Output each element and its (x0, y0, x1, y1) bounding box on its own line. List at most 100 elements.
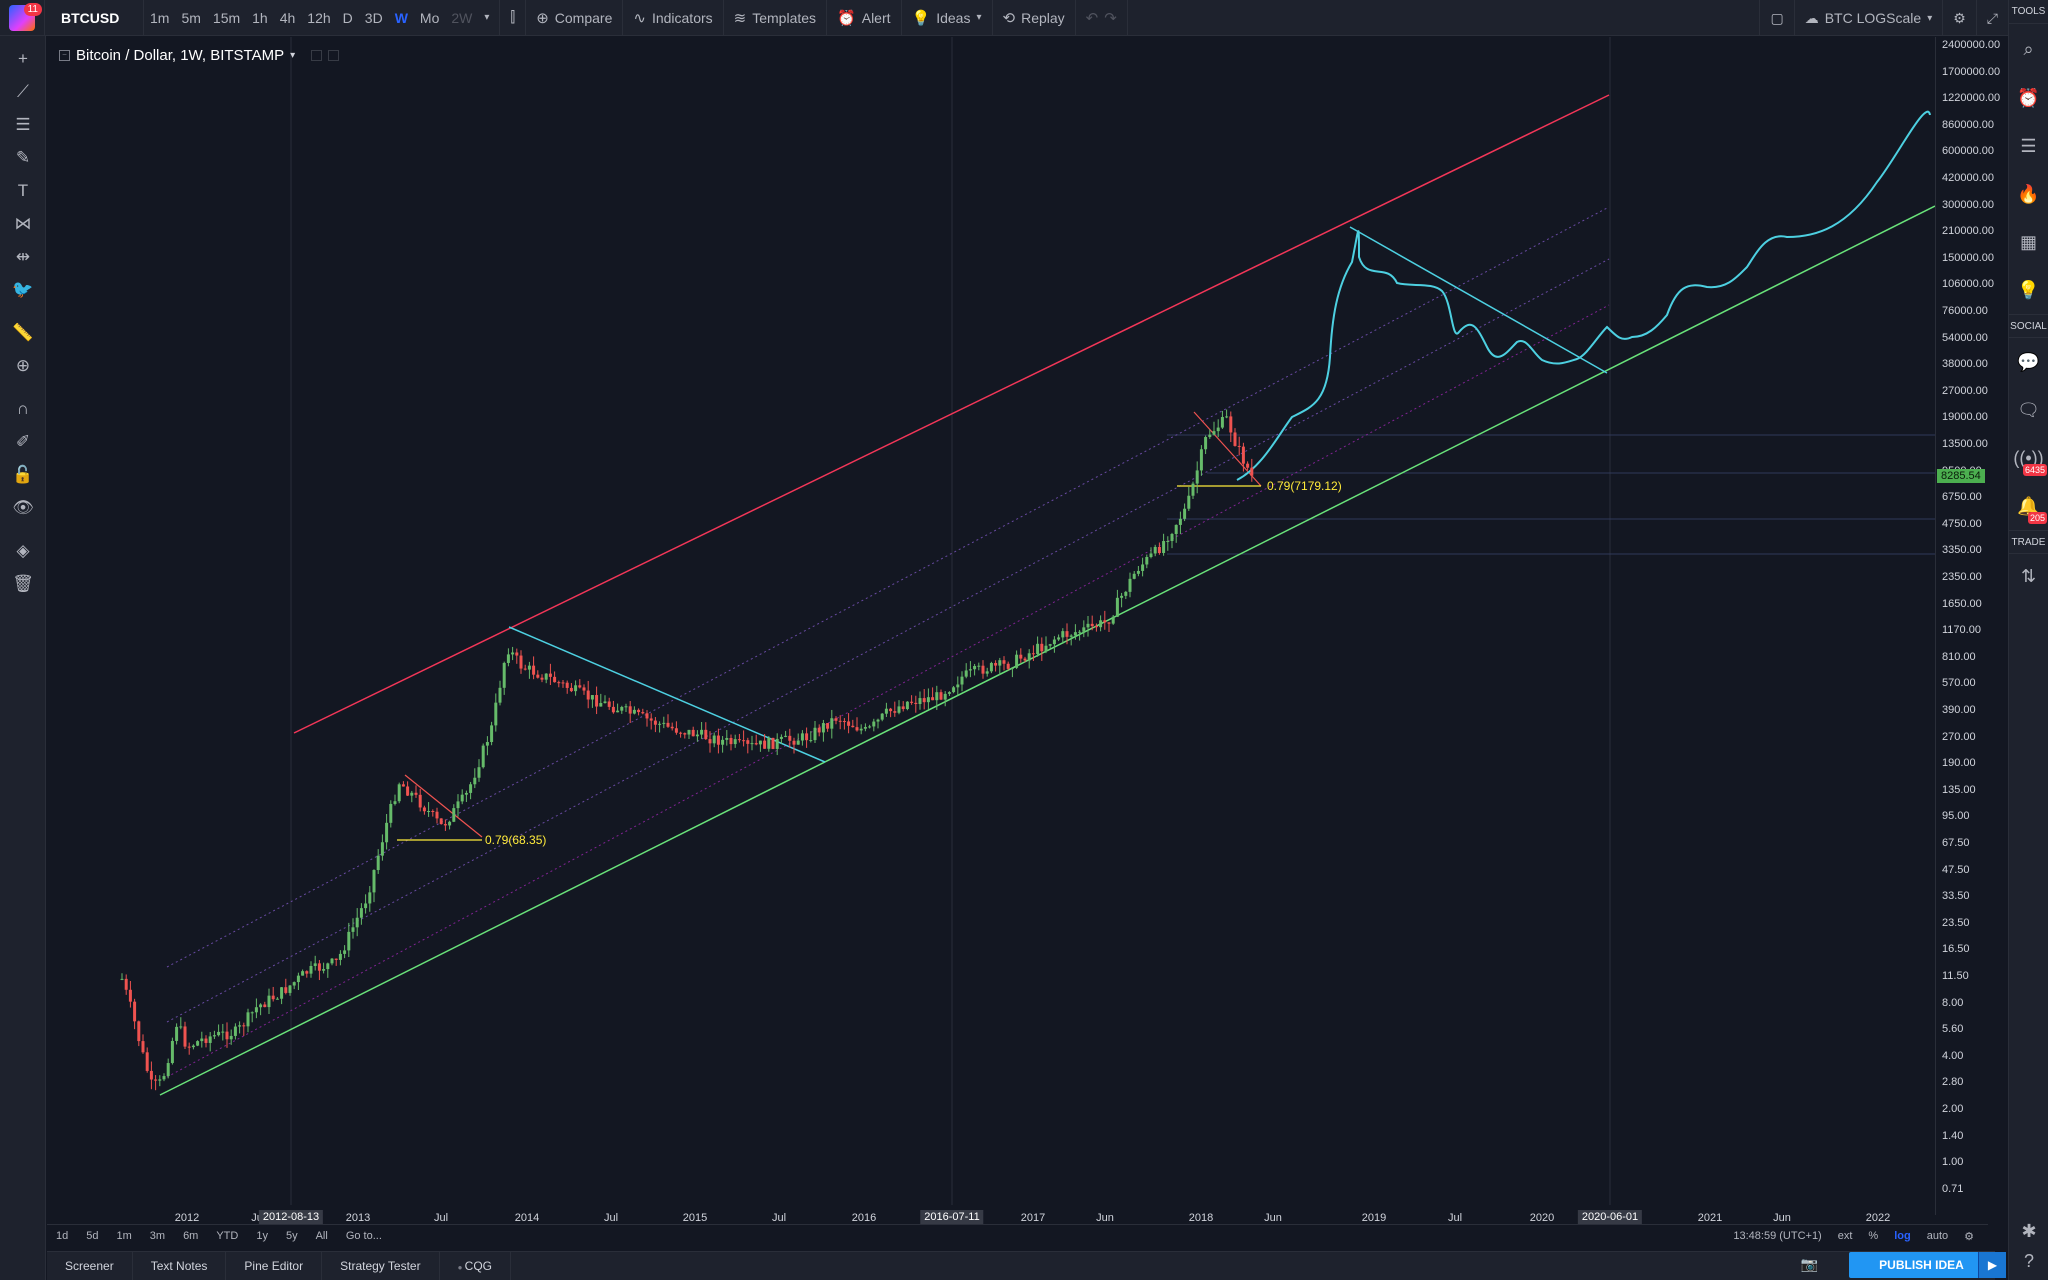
indicators-button[interactable]: ∿ Indicators (623, 0, 724, 36)
range-6m[interactable]: 6m (183, 1229, 199, 1242)
range-5y[interactable]: 5y (285, 1229, 298, 1242)
help-button[interactable]: ? (2009, 1246, 2048, 1276)
fullscreen-button[interactable]: ⤢ (1975, 0, 2008, 36)
twitter-tool[interactable]: 🐦 (0, 273, 46, 306)
notifications-button[interactable]: 🔔 205 (2009, 482, 2048, 530)
hotlists-button[interactable]: 🔥 (2009, 170, 2048, 218)
tab-cqg[interactable]: ● CQG (440, 1251, 511, 1280)
legend-hide-icon[interactable] (311, 50, 323, 61)
chart-type-button[interactable]: ⫿ (500, 0, 527, 36)
collapse-legend-button[interactable]: − (59, 50, 70, 61)
camera-icon[interactable]: 📷 (1800, 1256, 1818, 1272)
tab-text-notes[interactable]: Text Notes (133, 1251, 227, 1280)
interval-mo[interactable]: Mo (419, 9, 440, 26)
magnet-tool[interactable]: ∩ (0, 392, 46, 425)
time-axis[interactable]: 2012 Ju 2012-08-13 2013 Jul 2014 Jul 2015 Jul 201… (47, 1205, 1935, 1231)
alert-button[interactable]: ⏰ Alert (827, 0, 902, 36)
settings-button[interactable]: ⚙ (1942, 0, 1976, 36)
tab-screener[interactable]: Screener (47, 1251, 133, 1280)
watchlist-button[interactable]: ⌕ (2009, 24, 2048, 74)
interval-2w[interactable]: 2W (451, 9, 473, 26)
symbol-search-button[interactable]: BTCUSD (44, 0, 144, 36)
private-chat-button[interactable]: 🗨 (2009, 386, 2048, 434)
tab-strategy-tester[interactable]: Strategy Tester (322, 1251, 440, 1280)
range-5d[interactable]: 5d (86, 1229, 99, 1242)
trendline-tool[interactable]: ⟋ (0, 75, 46, 108)
chevron-down-icon[interactable]: ▾ (290, 50, 296, 61)
range-1y[interactable]: 1y (256, 1229, 268, 1242)
channel-inner-line[interactable] (166, 258, 1610, 1023)
legend-title[interactable]: Bitcoin / Dollar, 1W, BITSTAMP (76, 47, 285, 64)
interval-12h[interactable]: 12h (307, 9, 331, 26)
alerts-button[interactable]: ⏰ (2009, 74, 2048, 122)
interval-4h[interactable]: 4h (279, 9, 296, 26)
layout-setup-button[interactable]: ▢ (1759, 0, 1793, 36)
brush-tool[interactable]: ✎ (0, 141, 46, 174)
remove-tool[interactable]: 🗑 (0, 567, 46, 600)
interval-d[interactable]: D (342, 9, 353, 26)
candle-body (263, 1004, 267, 1008)
channel-inner-line[interactable] (166, 304, 1610, 1078)
chevron-down-icon[interactable]: ▾ (484, 12, 490, 23)
help-widget-button[interactable]: ✱ (2009, 1216, 2048, 1246)
auto-toggle[interactable]: auto (1926, 1230, 1949, 1242)
publish-idea-button[interactable]: PUBLISH IDEA (1849, 1252, 1994, 1278)
templates-button[interactable]: ≋ Templates (724, 0, 828, 36)
range-3m[interactable]: 3m (149, 1229, 166, 1242)
redo-icon[interactable]: ↷ (1104, 9, 1117, 27)
crosshair-tool[interactable]: + (0, 42, 46, 75)
interval-1h[interactable]: 1h (252, 9, 268, 26)
pattern-tool[interactable]: ⋈ (0, 207, 46, 240)
goto-button[interactable]: Go to... (345, 1229, 382, 1242)
interval-1m[interactable]: 1m (150, 9, 170, 26)
price-chart[interactable] (47, 37, 1935, 1215)
legend-settings-icon[interactable] (328, 50, 340, 61)
interval-3d[interactable]: 3D (364, 9, 383, 26)
range-1d[interactable]: 1d (56, 1229, 69, 1242)
percent-toggle[interactable]: % (1868, 1230, 1879, 1242)
ideas-button[interactable]: 💡 Ideas ▾ (902, 0, 993, 36)
projection-path[interactable] (1236, 110, 1931, 481)
hide-tool[interactable]: 👁 (0, 491, 46, 524)
chat-button[interactable]: 💬 (2009, 338, 2048, 386)
undo-icon[interactable]: ↶ (1085, 9, 1099, 27)
gear-icon[interactable]: ⚙ (1964, 1230, 1974, 1243)
candle-body (708, 739, 712, 744)
fib-tool[interactable]: ☰ (0, 108, 46, 141)
triangle-line[interactable] (404, 774, 483, 838)
interval-w[interactable]: W (394, 9, 408, 26)
trading-panel-button[interactable]: ⇅ (2009, 554, 2048, 598)
replay-button[interactable]: ⟲ Replay (993, 0, 1076, 36)
price-axis[interactable]: 2400000.00 1700000.00 1220000.00 860000.00 6… (1935, 37, 2006, 1215)
clock-readout[interactable]: 13:48:59 (UTC+1) (1733, 1230, 1822, 1242)
tab-pine-editor[interactable]: Pine Editor (226, 1251, 323, 1280)
range-1m[interactable]: 1m (116, 1229, 132, 1242)
lock-tool[interactable]: 🔓 (0, 458, 46, 491)
ideas-stream-button[interactable]: 💡 (2009, 266, 2048, 314)
publish-video-button[interactable]: ▶ (1978, 1252, 2006, 1278)
candle-body (149, 1070, 153, 1080)
user-menu-button[interactable]: 11 (0, 0, 44, 36)
stay-drawing-tool[interactable]: ✐ (0, 425, 46, 458)
candle-body (767, 737, 771, 749)
interval-15m[interactable]: 15m (212, 9, 241, 26)
channel-top-line[interactable] (293, 94, 1610, 734)
data-window-button[interactable]: ☰ (2009, 122, 2048, 170)
text-tool[interactable]: T (0, 174, 46, 207)
ext-toggle[interactable]: ext (1837, 1230, 1853, 1242)
descending-trendline[interactable] (1349, 226, 1608, 374)
triangle-line[interactable] (1193, 411, 1262, 487)
measure-tool[interactable]: 📏 (0, 316, 46, 349)
interval-5m[interactable]: 5m (181, 9, 201, 26)
layout-name-button[interactable]: ☁ BTC LOGScale ▾ (1793, 0, 1943, 36)
candle-body (687, 729, 691, 735)
compare-button[interactable]: ⊕ Compare (526, 0, 624, 36)
range-all[interactable]: All (315, 1229, 328, 1242)
streams-button[interactable]: ((•)) 6435 (2009, 434, 2048, 482)
calendar-button[interactable]: ▦ (2009, 218, 2048, 266)
log-toggle[interactable]: log (1894, 1230, 1911, 1242)
prediction-tool[interactable]: ⇹ (0, 240, 46, 273)
object-tree-tool[interactable]: ◈ (0, 534, 46, 567)
range-ytd[interactable]: YTD (216, 1229, 239, 1242)
zoom-tool[interactable]: ⊕ (0, 349, 46, 382)
